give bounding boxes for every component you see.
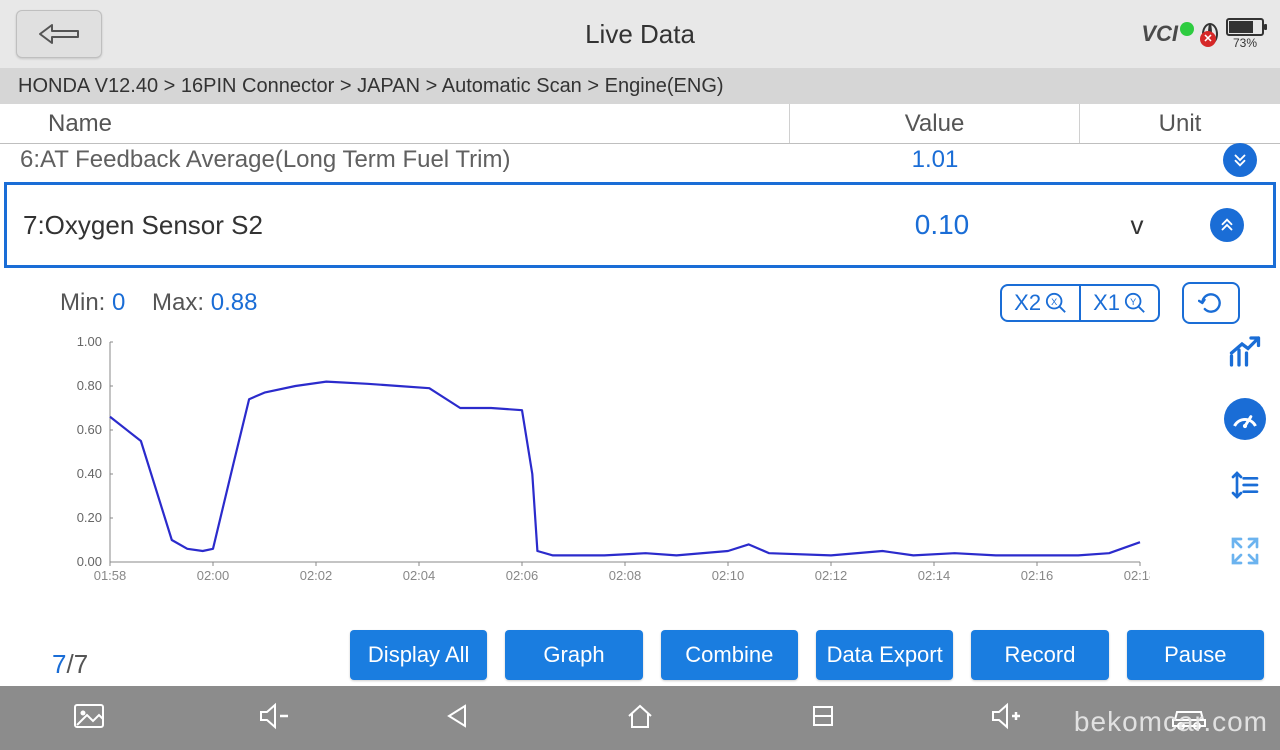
chevron-up-icon bbox=[1218, 216, 1236, 234]
col-header-unit: Unit bbox=[1080, 104, 1280, 143]
pause-button[interactable]: Pause bbox=[1127, 630, 1264, 680]
svg-text:01:58: 01:58 bbox=[94, 568, 127, 583]
watermark: bekomcar.com bbox=[1074, 706, 1268, 738]
vci-label: VCI bbox=[1141, 21, 1178, 47]
col-header-value: Value bbox=[790, 104, 1080, 143]
svg-text:0.80: 0.80 bbox=[77, 378, 102, 393]
magnify-x-icon: X bbox=[1045, 292, 1067, 314]
gallery-icon bbox=[73, 701, 109, 731]
volume-up-button[interactable] bbox=[989, 701, 1023, 736]
row-name: 7:Oxygen Sensor S2 bbox=[7, 210, 797, 241]
svg-text:02:10: 02:10 bbox=[712, 568, 745, 583]
graph-button[interactable]: Graph bbox=[505, 630, 642, 680]
svg-text:02:00: 02:00 bbox=[197, 568, 230, 583]
action-bar: Display All Graph Combine Data Export Re… bbox=[0, 624, 1280, 686]
trend-up-icon bbox=[1227, 335, 1263, 371]
header-bar: Live Data VCI ✕ 73% bbox=[0, 0, 1280, 68]
svg-text:02:06: 02:06 bbox=[506, 568, 539, 583]
column-headers: Name Value Unit bbox=[0, 104, 1280, 144]
svg-text:0.00: 0.00 bbox=[77, 554, 102, 569]
svg-text:0.20: 0.20 bbox=[77, 510, 102, 525]
row-unit: v bbox=[1087, 210, 1187, 241]
network-icon: ✕ bbox=[1208, 25, 1212, 43]
line-chart: 0.00 0.20 0.40 0.60 0.80 1.00 01:58 02:00 02:02 0… bbox=[60, 332, 1150, 592]
zoom-x2-label: X2 bbox=[1014, 290, 1041, 316]
svg-text:02:16: 02:16 bbox=[1021, 568, 1054, 583]
volume-down-icon bbox=[257, 701, 291, 731]
battery-icon bbox=[1226, 18, 1264, 36]
volume-down-button[interactable] bbox=[257, 701, 291, 736]
svg-text:02:12: 02:12 bbox=[815, 568, 848, 583]
range-icon bbox=[1229, 469, 1261, 501]
row-value: 1.01 bbox=[790, 146, 1080, 174]
nav-home-button[interactable] bbox=[625, 702, 655, 735]
vci-indicator: VCI bbox=[1141, 21, 1194, 47]
svg-text:0.40: 0.40 bbox=[77, 466, 102, 481]
display-all-button[interactable]: Display All bbox=[350, 630, 487, 680]
refresh-button[interactable] bbox=[1182, 282, 1240, 324]
recent-icon bbox=[809, 702, 837, 730]
triangle-back-icon bbox=[443, 702, 471, 730]
breadcrumb: HONDA V12.40 > 16PIN Connector > JAPAN >… bbox=[0, 68, 1280, 104]
col-header-name: Name bbox=[0, 104, 790, 143]
chart-side-tools bbox=[1224, 332, 1266, 572]
zoom-x1-button[interactable]: X1 Y bbox=[1079, 286, 1158, 320]
max-label: Max: bbox=[152, 289, 204, 317]
svg-text:02:08: 02:08 bbox=[609, 568, 642, 583]
back-button[interactable] bbox=[16, 10, 102, 58]
battery-percent: 73% bbox=[1233, 36, 1257, 50]
svg-text:02:04: 02:04 bbox=[403, 568, 436, 583]
row-name: 6:AT Feedback Average(Long Term Fuel Tri… bbox=[0, 146, 790, 174]
wifi-dot-icon bbox=[1180, 22, 1194, 36]
back-arrow-icon bbox=[38, 22, 80, 46]
trend-mode-button[interactable] bbox=[1224, 332, 1266, 374]
magnify-y-icon: Y bbox=[1124, 292, 1146, 314]
max-value: 0.88 bbox=[211, 289, 258, 317]
chevron-down-icon bbox=[1231, 151, 1249, 169]
nav-recent-button[interactable] bbox=[809, 702, 837, 735]
zoom-x2-button[interactable]: X2 X bbox=[1002, 286, 1079, 320]
volume-up-icon bbox=[989, 701, 1023, 731]
record-button[interactable]: Record bbox=[971, 630, 1108, 680]
data-row-prev[interactable]: 6:AT Feedback Average(Long Term Fuel Tri… bbox=[0, 144, 1280, 176]
zoom-x1-label: X1 bbox=[1093, 290, 1120, 316]
data-export-button[interactable]: Data Export bbox=[816, 630, 953, 680]
min-value: 0 bbox=[112, 289, 125, 317]
expand-icon bbox=[1229, 535, 1261, 567]
refresh-icon bbox=[1198, 290, 1224, 316]
svg-text:02:02: 02:02 bbox=[300, 568, 333, 583]
status-icons: VCI ✕ 73% bbox=[1141, 18, 1264, 50]
svg-text:X: X bbox=[1051, 297, 1057, 307]
svg-text:0.60: 0.60 bbox=[77, 422, 102, 437]
home-icon bbox=[625, 702, 655, 730]
collapse-button[interactable] bbox=[1210, 208, 1244, 242]
gauge-icon bbox=[1231, 405, 1259, 433]
chart-area: 0.00 0.20 0.40 0.60 0.80 1.00 01:58 02:00 02:02 0… bbox=[0, 332, 1280, 592]
row-value: 0.10 bbox=[797, 209, 1087, 241]
battery-indicator: 73% bbox=[1226, 18, 1264, 50]
svg-text:02:18: 02:18 bbox=[1124, 568, 1150, 583]
page-title: Live Data bbox=[585, 19, 695, 50]
gallery-button[interactable] bbox=[73, 701, 109, 736]
fullscreen-button[interactable] bbox=[1224, 530, 1266, 572]
svg-text:1.00: 1.00 bbox=[77, 334, 102, 349]
expand-button[interactable] bbox=[1223, 143, 1257, 177]
zoom-controls: X2 X X1 Y bbox=[1000, 284, 1160, 322]
combine-button[interactable]: Combine bbox=[661, 630, 798, 680]
min-label: Min: bbox=[60, 289, 105, 317]
range-mode-button[interactable] bbox=[1224, 464, 1266, 506]
stats-row: Min: 0 Max: 0.88 X2 X X1 Y bbox=[0, 268, 1280, 332]
svg-text:Y: Y bbox=[1130, 297, 1136, 307]
nav-back-button[interactable] bbox=[443, 702, 471, 735]
svg-text:02:14: 02:14 bbox=[918, 568, 951, 583]
data-row-selected[interactable]: 7:Oxygen Sensor S2 0.10 v bbox=[4, 182, 1276, 268]
gauge-mode-button[interactable] bbox=[1224, 398, 1266, 440]
network-error-badge: ✕ bbox=[1200, 31, 1216, 47]
